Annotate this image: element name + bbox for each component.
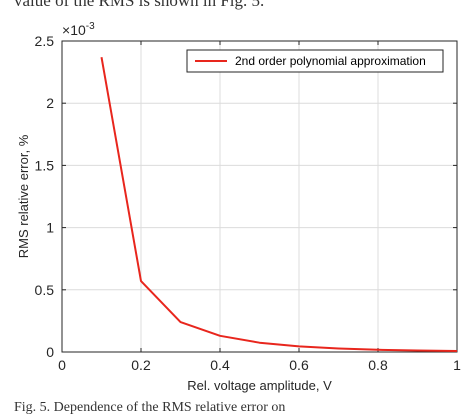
caption-text-top: value of the RMS is shown in Fig. 5. (14, 0, 265, 10)
series-layer (100, 57, 458, 352)
y-tick-label: 2 (46, 95, 54, 111)
legend: 2nd order polynomial approximation (186, 49, 444, 73)
y-tick-label: 1 (46, 220, 54, 236)
x-tick-label: 0.8 (368, 357, 388, 373)
tick-marks (61, 40, 458, 353)
legend-entry-label: 2nd order polynomial approximation (235, 54, 426, 68)
caption-text-bottom: Fig. 5. Dependence of the RMS relative e… (14, 400, 286, 415)
x-tick-label: 0.6 (289, 357, 309, 373)
y-tick-labels: 0 0.5 1 1.5 2 2.5 (35, 33, 55, 360)
x-tick-label: 0.4 (210, 357, 230, 373)
y-tick-label: 2.5 (35, 33, 55, 49)
y-tick-label: 0.5 (35, 282, 55, 298)
x-tick-label: 1 (453, 357, 461, 373)
grid-lines (61, 40, 458, 353)
y-exponent-label: ×10-3 (62, 21, 95, 38)
x-tick-label: 0.2 (131, 357, 151, 373)
axes-box (61, 40, 458, 353)
y-axis-label: RMS relative error, % (16, 134, 31, 258)
y-tick-label: 0 (46, 344, 54, 360)
y-tick-label: 1.5 (35, 157, 55, 173)
x-tick-label: 0 (58, 357, 66, 373)
x-axis-label: Rel. voltage amplitude, V (187, 378, 332, 393)
legend-box (186, 49, 444, 73)
series-line (100, 57, 458, 352)
x-tick-labels: 0 0.2 0.4 0.6 0.8 1 (58, 357, 461, 373)
